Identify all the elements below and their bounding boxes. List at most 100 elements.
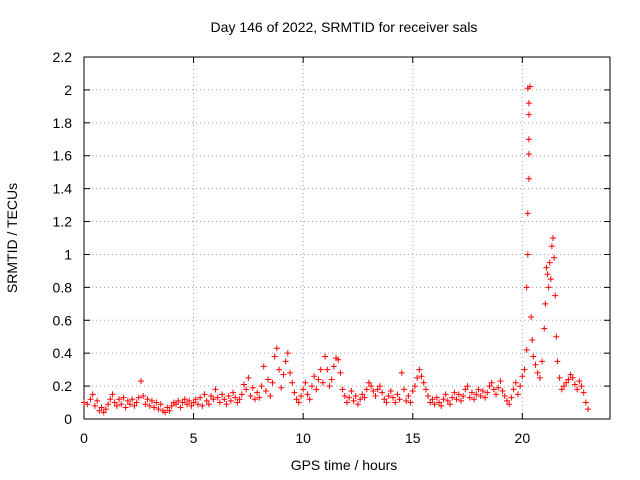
data-point xyxy=(418,373,425,380)
data-point xyxy=(216,399,223,406)
data-point xyxy=(580,389,587,396)
data-point xyxy=(190,399,197,406)
data-point xyxy=(365,379,372,386)
data-point xyxy=(475,386,482,393)
data-point xyxy=(151,404,158,411)
data-point xyxy=(203,397,210,404)
data-point xyxy=(429,396,436,403)
data-point xyxy=(414,374,421,381)
data-point xyxy=(543,264,550,271)
data-point xyxy=(289,379,296,386)
data-point xyxy=(194,401,201,408)
data-point xyxy=(350,397,357,404)
data-point xyxy=(238,391,245,398)
data-point xyxy=(308,383,315,390)
data-point xyxy=(199,402,206,409)
data-point xyxy=(267,392,274,399)
data-point xyxy=(372,392,379,399)
data-point xyxy=(240,381,247,388)
data-point xyxy=(120,394,127,401)
data-point xyxy=(442,391,449,398)
data-point xyxy=(300,386,307,393)
data-point xyxy=(548,243,555,250)
data-point xyxy=(420,379,427,386)
data-point xyxy=(212,386,219,393)
data-point xyxy=(208,392,215,399)
data-point xyxy=(96,407,103,414)
data-point xyxy=(565,376,572,383)
data-point xyxy=(179,399,186,406)
x-axis-label: GPS time / hours xyxy=(291,457,398,473)
data-point xyxy=(192,396,199,403)
data-point xyxy=(284,350,291,357)
data-point xyxy=(124,397,131,404)
data-point xyxy=(304,391,311,398)
data-point xyxy=(256,394,263,401)
data-point xyxy=(574,386,581,393)
data-point xyxy=(529,337,536,344)
data-point xyxy=(556,374,563,381)
data-point xyxy=(576,378,583,385)
data-point xyxy=(563,379,570,386)
data-point xyxy=(352,392,359,399)
data-point xyxy=(322,353,329,360)
data-point xyxy=(223,401,230,408)
data-point xyxy=(376,383,383,390)
data-point xyxy=(582,399,589,406)
data-point xyxy=(510,386,517,393)
data-point xyxy=(346,394,353,401)
data-point xyxy=(137,378,144,385)
data-point xyxy=(422,386,429,393)
data-point xyxy=(433,394,440,401)
y-tick-label: 2.2 xyxy=(53,49,73,65)
data-point xyxy=(479,388,486,395)
y-tick-label: 0.6 xyxy=(53,312,73,328)
data-point xyxy=(337,369,344,376)
data-point xyxy=(403,397,410,404)
data-point xyxy=(142,401,149,408)
data-point xyxy=(317,366,324,373)
data-point xyxy=(89,391,96,398)
data-point xyxy=(512,379,519,386)
data-point xyxy=(140,392,147,399)
data-point xyxy=(87,396,94,403)
axes xyxy=(83,56,611,420)
data-point xyxy=(519,373,526,380)
data-point xyxy=(359,391,366,398)
data-point xyxy=(482,394,489,401)
data-point xyxy=(98,404,105,411)
data-point xyxy=(116,396,123,403)
y-axis-label: SRMTID / TECUs xyxy=(4,183,20,293)
data-point xyxy=(547,276,554,283)
x-tick-label: 15 xyxy=(405,430,421,446)
data-point xyxy=(247,392,254,399)
grid xyxy=(84,57,610,419)
data-point xyxy=(262,388,269,395)
data-point xyxy=(306,396,313,403)
data-point xyxy=(144,396,151,403)
data-point xyxy=(311,373,318,380)
data-point xyxy=(276,366,283,373)
data-point xyxy=(468,389,475,396)
data-point xyxy=(451,389,458,396)
data-point xyxy=(449,394,456,401)
data-point xyxy=(527,83,534,90)
data-point xyxy=(230,389,237,396)
data-point xyxy=(425,392,432,399)
data-point xyxy=(525,151,532,158)
data-point xyxy=(287,369,294,376)
data-point xyxy=(118,401,125,408)
data-point xyxy=(486,383,493,390)
data-point xyxy=(295,399,302,406)
data-point xyxy=(344,399,350,406)
x-tick-label: 0 xyxy=(80,430,88,446)
data-point xyxy=(381,396,388,403)
data-point xyxy=(385,392,392,399)
data-point xyxy=(534,369,541,376)
data-point xyxy=(387,388,394,395)
data-point xyxy=(236,396,243,403)
data-point xyxy=(265,376,272,383)
data-point xyxy=(127,401,134,408)
data-point xyxy=(554,358,561,365)
